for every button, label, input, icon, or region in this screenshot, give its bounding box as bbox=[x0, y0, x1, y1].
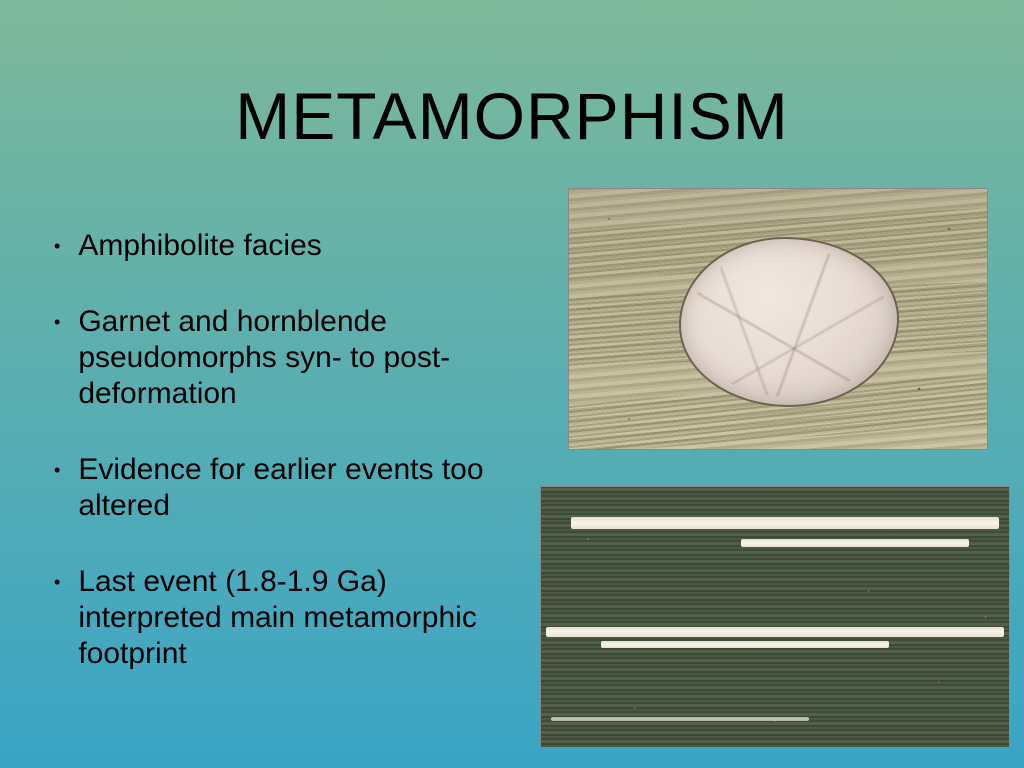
bullet-text: Evidence for earlier events too altered bbox=[78, 452, 510, 524]
bullet-text: Last event (1.8-1.9 Ga) interpreted main… bbox=[78, 564, 510, 672]
bullet-item: • Last event (1.8-1.9 Ga) interpreted ma… bbox=[50, 564, 510, 672]
thin-section-image-schist bbox=[540, 486, 1010, 748]
bullet-dot-icon: • bbox=[54, 304, 60, 340]
bullet-item: • Garnet and hornblende pseudomorphs syn… bbox=[50, 304, 510, 412]
bullet-text: Amphibolite facies bbox=[78, 228, 321, 264]
bullet-dot-icon: • bbox=[54, 452, 60, 488]
slide-title: METAMORPHISM bbox=[0, 78, 1024, 154]
bullet-list: • Amphibolite facies • Garnet and hornbl… bbox=[50, 228, 510, 712]
bullet-dot-icon: • bbox=[54, 228, 60, 264]
bullet-text: Garnet and hornblende pseudomorphs syn- … bbox=[78, 304, 510, 412]
bullet-dot-icon: • bbox=[54, 564, 60, 600]
bullet-item: • Amphibolite facies bbox=[50, 228, 510, 264]
bullet-item: • Evidence for earlier events too altere… bbox=[50, 452, 510, 524]
thin-section-image-garnet bbox=[568, 188, 988, 450]
